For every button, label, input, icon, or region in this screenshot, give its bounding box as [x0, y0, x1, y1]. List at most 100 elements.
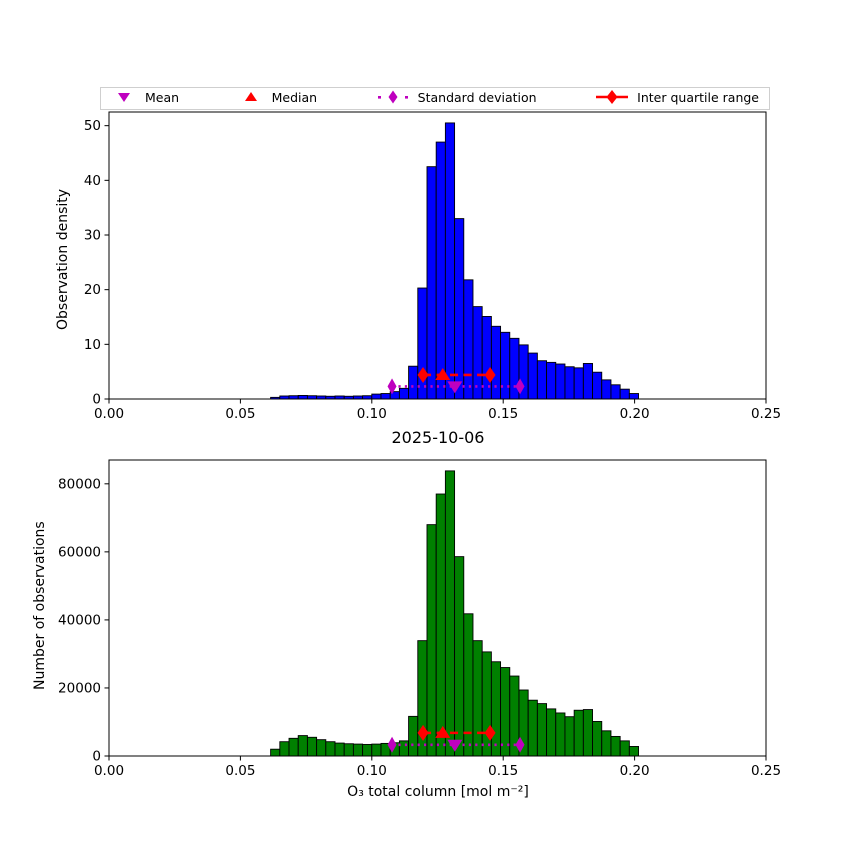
histogram-bar	[297, 735, 308, 757]
y-tick-label: 10	[84, 337, 101, 353]
x-tick-label: 0.00	[94, 763, 124, 779]
y-axis: 0 20000 40000 60000 80000	[58, 476, 109, 765]
legend: Mean Median Standard deviation	[100, 87, 770, 110]
y-tick-label: 50	[84, 118, 101, 134]
x-tick-label: 0.25	[751, 406, 781, 422]
histogram-bar	[573, 367, 584, 400]
histogram-bar	[490, 661, 502, 757]
histogram-bar	[426, 524, 437, 757]
histogram-bar	[619, 388, 630, 400]
histogram-bar	[343, 743, 354, 757]
histogram-bar	[435, 141, 446, 400]
histogram-bar	[564, 366, 575, 400]
std-deviation-range	[387, 736, 525, 753]
histogram-bar	[582, 709, 593, 757]
histogram-bar	[408, 365, 419, 400]
histogram-bar	[288, 737, 299, 757]
y-tick-label: 20000	[58, 680, 101, 696]
y-axis-label-bottom: Number of observations	[32, 521, 48, 690]
legend-label-mean: Mean	[145, 90, 180, 106]
x-tick-label: 0.20	[620, 763, 650, 779]
plot-border	[108, 111, 767, 400]
histogram-bar	[444, 122, 456, 400]
mean-marker	[447, 739, 463, 752]
histogram-bar	[380, 393, 391, 400]
iqr-diamond-marker	[417, 724, 429, 741]
iqr-diamond-marker	[484, 724, 496, 741]
observation-density-histogram: 0.00 0.05 0.10 0.15 0.20 0.25 0 10 20 30 40 50	[84, 111, 781, 422]
x-axis: 0.00 0.05 0.10 0.15 0.20 0.25	[94, 756, 781, 779]
histogram-bar	[426, 166, 437, 400]
histogram-bars	[270, 122, 639, 400]
histogram-bar	[417, 287, 428, 400]
histogram-bar	[628, 746, 639, 757]
x-tick-label: 0.10	[357, 763, 387, 779]
std-deviation-diamond-marker	[387, 736, 397, 753]
histogram-bar	[371, 393, 382, 400]
y-tick-label: 60000	[58, 544, 101, 560]
x-tick-label: 0.15	[488, 406, 518, 422]
histogram-bar	[564, 716, 575, 757]
histogram-bar	[371, 743, 382, 757]
histogram-bar	[619, 740, 630, 757]
iqr-diamond-marker	[484, 366, 496, 383]
histogram-bar	[472, 640, 483, 757]
histogram-bars	[270, 470, 639, 757]
histogram-bar	[592, 721, 603, 757]
std-deviation-diamond-marker	[387, 378, 397, 395]
histogram-bar	[582, 363, 593, 400]
histogram-bar	[472, 306, 483, 400]
y-tick-label: 30	[84, 228, 101, 244]
histogram-bar	[555, 363, 566, 400]
histogram-bar	[500, 331, 511, 400]
histogram-bar	[536, 703, 548, 757]
histogram-bar	[352, 743, 364, 757]
x-tick-label: 0.20	[620, 406, 650, 422]
legend-label-iqr: Inter quartile range	[637, 90, 759, 106]
histogram-bar	[463, 613, 474, 757]
histogram-bar	[454, 556, 465, 757]
y-tick-label: 0	[92, 749, 101, 765]
x-axis: 0.00 0.05 0.10 0.15 0.20 0.25	[94, 399, 781, 422]
interquartile-range	[417, 366, 496, 383]
histogram-bar	[279, 741, 290, 757]
histogram-bar	[463, 279, 474, 400]
histogram-bar	[398, 387, 410, 400]
x-tick-label: 0.05	[225, 763, 255, 779]
histogram-bar	[555, 712, 566, 757]
plot-border	[108, 459, 767, 757]
legend-label-median: Median	[271, 90, 318, 106]
y-tick-label: 0	[92, 392, 101, 408]
x-tick-label: 0.05	[225, 406, 255, 422]
histogram-bar	[334, 742, 345, 757]
histogram-bar	[546, 361, 557, 400]
histogram-bar	[527, 699, 538, 757]
legend-item-std-deviation: Standard deviation	[376, 89, 537, 109]
x-tick-label: 0.15	[488, 763, 518, 779]
mean-marker-icon	[111, 89, 137, 109]
std-deviation-diamond-marker	[515, 378, 525, 395]
legend-item-iqr: Inter quartile range	[595, 89, 759, 109]
y-tick-label: 40000	[58, 612, 101, 628]
histogram-bar	[527, 352, 538, 400]
histogram-bar	[435, 493, 446, 757]
histogram-bar	[573, 709, 584, 757]
legend-item-mean: Mean	[111, 89, 179, 109]
legend-label-std-deviation: Standard deviation	[417, 90, 537, 106]
histogram-bar	[306, 736, 318, 757]
histogram-bar	[408, 715, 419, 757]
std-deviation-diamond-marker	[515, 736, 525, 753]
x-axis-label: O₃ total column [mol m⁻²]	[347, 784, 529, 800]
histogram-bar	[398, 740, 410, 757]
histogram-bar	[628, 393, 639, 400]
histogram-bar	[297, 395, 308, 400]
y-tick-label: 80000	[58, 476, 101, 492]
date-title: 2025-10-06	[391, 428, 485, 447]
histogram-bar	[500, 667, 511, 757]
iqr-diamond-marker	[417, 366, 429, 383]
interquartile-range	[417, 724, 496, 741]
iqr-marker-icon	[595, 89, 629, 109]
histogram-bar	[546, 708, 557, 757]
